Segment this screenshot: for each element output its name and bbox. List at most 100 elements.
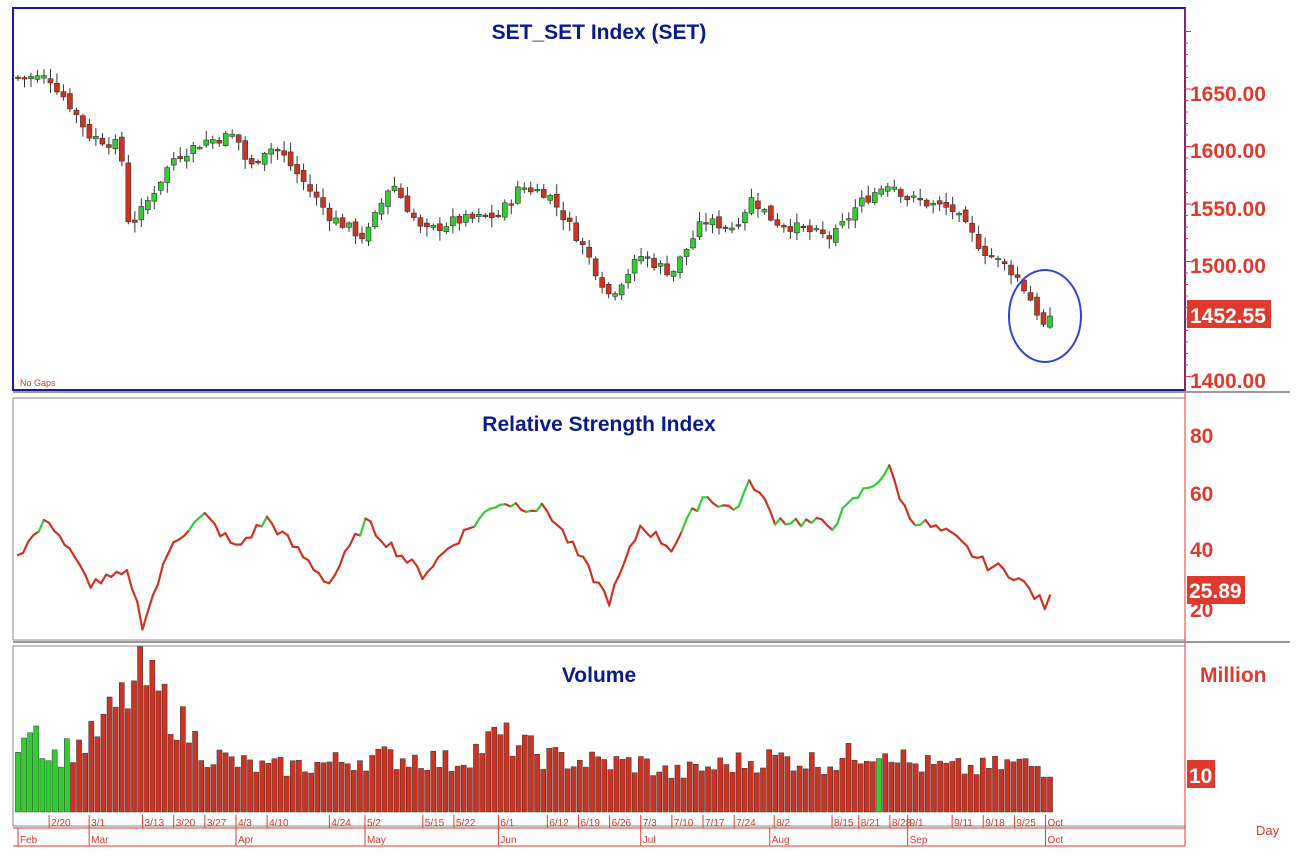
candlestick <box>495 210 502 219</box>
volume-bar <box>235 766 241 813</box>
rsi-line-segment <box>151 582 160 597</box>
candlestick <box>106 137 112 155</box>
candlestick <box>60 84 67 101</box>
volume-bar <box>809 752 815 813</box>
rsi-line-segment <box>898 498 906 507</box>
candlestick <box>119 131 125 167</box>
candlestick <box>858 190 865 213</box>
volume-bar <box>308 772 314 813</box>
candlestick <box>910 191 917 203</box>
volume-bar <box>515 745 522 813</box>
candlestick <box>683 248 690 265</box>
volume-bar <box>1022 758 1029 813</box>
rsi-line-segment <box>156 562 165 586</box>
candlestick <box>398 183 404 199</box>
rsi-line-segment <box>193 516 201 524</box>
rsi-line-segment <box>535 502 543 513</box>
volume-bar <box>338 761 345 813</box>
rsi-last-value: 25.89 <box>1189 580 1242 603</box>
volume-bar <box>583 766 589 813</box>
volume-bar <box>64 738 70 813</box>
candlestick <box>404 186 411 213</box>
rsi-line-segment <box>618 560 626 576</box>
candlestick <box>696 212 703 240</box>
volume-bar <box>283 775 290 813</box>
volume-bar <box>980 757 986 813</box>
rsi-line-segment <box>919 518 927 526</box>
candlestick <box>1047 307 1053 329</box>
rsi-line-segment <box>846 497 855 505</box>
rsi-line-segment <box>146 594 154 614</box>
highlight-circle <box>1008 269 1082 363</box>
rsi-line-segment <box>654 530 663 545</box>
rsi-line-segment <box>794 517 803 528</box>
volume-bar <box>186 742 192 813</box>
volume-bar <box>51 749 58 813</box>
volume-bar <box>88 721 95 813</box>
volume-bar <box>436 766 443 813</box>
rsi-line-segment <box>198 511 206 519</box>
candlestick <box>988 248 995 259</box>
volume-bar <box>460 764 467 813</box>
volume-bar <box>204 767 211 813</box>
volume-bar <box>454 765 461 813</box>
volume-bar <box>552 747 559 813</box>
rsi-line-segment <box>416 565 424 581</box>
rsi-line-segment <box>1043 594 1052 611</box>
date-label: 8/21 <box>861 818 881 829</box>
volume-bar <box>143 685 150 813</box>
candlestick <box>768 204 774 222</box>
rsi-line-segment <box>841 502 849 510</box>
volume-bar <box>70 762 76 813</box>
rsi-line-segment <box>79 564 87 577</box>
candlestick <box>949 196 956 220</box>
candlestick <box>333 210 339 226</box>
candlestick <box>1034 292 1040 321</box>
rsi-line-segment <box>390 541 398 558</box>
volume-tick-10: 10 <box>1189 765 1212 788</box>
rsi-line-segment <box>836 507 844 525</box>
candlestick <box>489 204 495 228</box>
candlestick <box>476 208 482 223</box>
volume-bar <box>412 754 418 813</box>
volume-last-value-badge <box>1187 760 1215 788</box>
volume-bar <box>210 764 217 813</box>
rsi-line-segment <box>665 544 673 553</box>
candlestick <box>923 198 930 209</box>
candlestick <box>586 239 592 265</box>
candlestick <box>969 215 975 242</box>
candlestick <box>599 271 605 294</box>
volume-bar <box>76 739 82 813</box>
rsi-line-segment <box>602 589 611 607</box>
volume-bar <box>119 682 125 813</box>
candlestick <box>99 132 106 147</box>
volume-bar <box>302 771 308 813</box>
candlestick <box>982 237 988 265</box>
volume-bar <box>937 760 943 813</box>
volume-bar <box>900 749 907 813</box>
volume-bar <box>387 749 394 813</box>
volume-bar <box>540 769 546 813</box>
volume-bar <box>607 769 614 813</box>
rsi-line-segment <box>685 507 694 520</box>
volume-bar <box>424 769 430 813</box>
rsi-line-segment <box>934 524 943 532</box>
rsi-line-segment <box>680 516 689 533</box>
volume-bar <box>39 758 46 813</box>
candlestick <box>145 196 151 215</box>
date-label: 4/24 <box>331 818 351 829</box>
volume-bar <box>931 764 937 813</box>
candlestick <box>631 254 638 282</box>
price-tick-1600: 1600.00 <box>1190 140 1266 163</box>
volume-bar <box>112 706 119 813</box>
candlestick <box>294 156 300 184</box>
candlestick <box>878 185 885 197</box>
date-label: 3/20 <box>176 818 196 829</box>
volume-bar <box>173 739 180 813</box>
volume-bar <box>332 752 339 813</box>
volume-bar <box>625 757 632 813</box>
volume-unit-label: Million <box>1200 664 1267 687</box>
candlestick <box>943 192 949 216</box>
rsi-line-segment <box>188 521 196 532</box>
rsi-line-segment <box>587 564 595 584</box>
